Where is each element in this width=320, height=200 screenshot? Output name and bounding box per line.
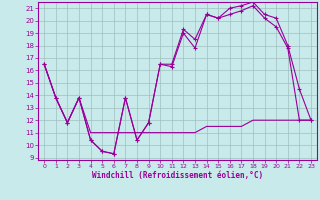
X-axis label: Windchill (Refroidissement éolien,°C): Windchill (Refroidissement éolien,°C)	[92, 171, 263, 180]
